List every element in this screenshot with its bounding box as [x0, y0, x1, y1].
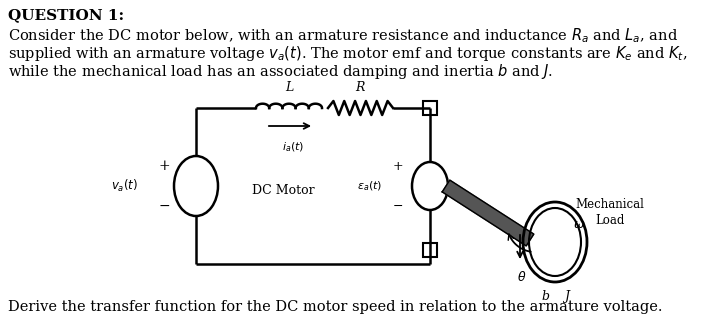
Text: QUESTION 1:: QUESTION 1: [8, 8, 124, 22]
Text: −: − [393, 199, 403, 212]
Bar [423, 101, 437, 115]
Text: while the mechanical load has an associated damping and inertia $b$ and $J$.: while the mechanical load has an associa… [8, 62, 553, 81]
Text: L: L [285, 81, 293, 94]
Text: $v_a(t)$: $v_a(t)$ [111, 178, 138, 194]
Text: J: J [564, 290, 569, 303]
Text: −: − [158, 199, 170, 213]
Text: DC Motor: DC Motor [252, 184, 314, 197]
Text: R: R [356, 81, 365, 94]
Text: supplied with an armature voltage $v_a(t)$. The motor emf and torque constants a: supplied with an armature voltage $v_a(t… [8, 44, 688, 63]
Text: $\omega$: $\omega$ [573, 217, 585, 230]
Text: Load: Load [595, 214, 624, 227]
Text: b: b [541, 290, 549, 303]
Text: Consider the DC motor below, with an armature resistance and inductance $R_a$ an: Consider the DC motor below, with an arm… [8, 26, 678, 45]
Text: $i_a(t)$: $i_a(t)$ [282, 140, 304, 154]
Text: $\theta$: $\theta$ [518, 270, 526, 284]
Text: +: + [393, 159, 403, 172]
Bar [423, 243, 437, 257]
Polygon shape [442, 180, 534, 246]
Text: $\varepsilon_a(t)$: $\varepsilon_a(t)$ [357, 179, 382, 193]
Text: +: + [158, 159, 170, 173]
Text: Mechanical: Mechanical [576, 197, 644, 210]
Text: Derive the transfer function for the DC motor speed in relation to the armature : Derive the transfer function for the DC … [8, 300, 662, 314]
